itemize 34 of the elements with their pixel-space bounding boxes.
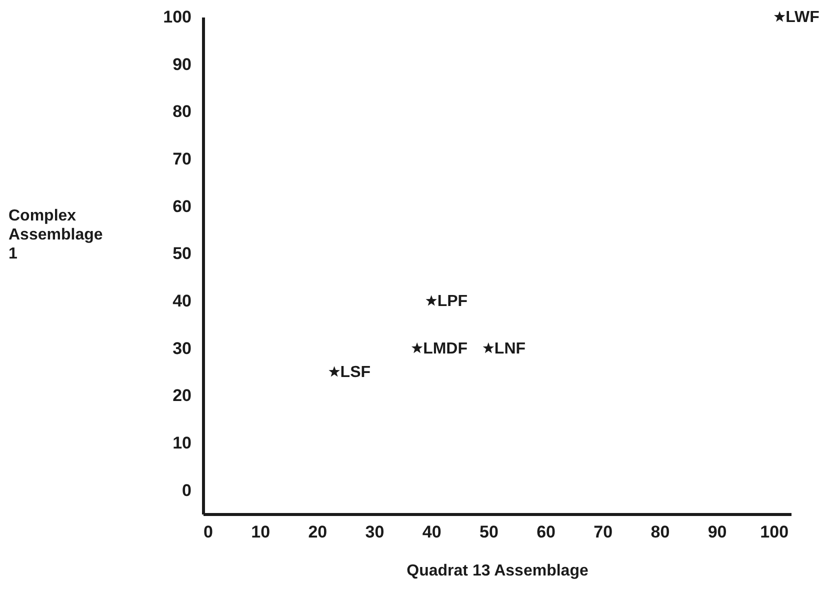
y-tick-label: 30 [172, 338, 192, 358]
y-tick-label: 50 [172, 244, 192, 264]
x-tick-label: 50 [479, 522, 498, 542]
y-tick-label: 20 [172, 386, 192, 406]
point [411, 342, 423, 354]
x-tick-label: 30 [365, 522, 384, 542]
y-tick-label: 70 [172, 150, 192, 168]
annotation: LMDF [423, 340, 468, 358]
x-tick-label: 10 [251, 522, 270, 542]
x-axis-title: Quadrat 13 Assemblage [406, 562, 588, 580]
y-tick-label: 40 [172, 292, 192, 310]
y-tick-label: 60 [172, 196, 192, 216]
y-axis-title: Complex Assemblage 1 [8, 208, 103, 262]
y-tick-label: 0 [182, 480, 192, 500]
y-tick-label: 80 [172, 102, 192, 122]
x-tick-label: 0 [204, 522, 213, 542]
y-tick-label: 100 [163, 8, 192, 26]
y-tick-label: 90 [172, 54, 192, 74]
point [482, 342, 494, 354]
point [426, 295, 437, 306]
point [328, 366, 340, 377]
annotation: LWF [786, 9, 820, 26]
x-tick-label: 20 [308, 522, 328, 542]
x-tick-label: 60 [536, 522, 556, 542]
x-tick-label: 90 [708, 522, 727, 542]
x-tick-label: 70 [594, 522, 613, 542]
annotation: LNF [494, 340, 526, 358]
point [774, 11, 786, 22]
y-tick-label: 10 [172, 434, 192, 452]
x-tick-label: 100 [760, 522, 789, 542]
annotation: LSF [340, 364, 371, 381]
x-tick-label: 40 [422, 522, 442, 542]
x-tick-label: 80 [650, 522, 670, 542]
annotation: LPF [437, 293, 468, 310]
